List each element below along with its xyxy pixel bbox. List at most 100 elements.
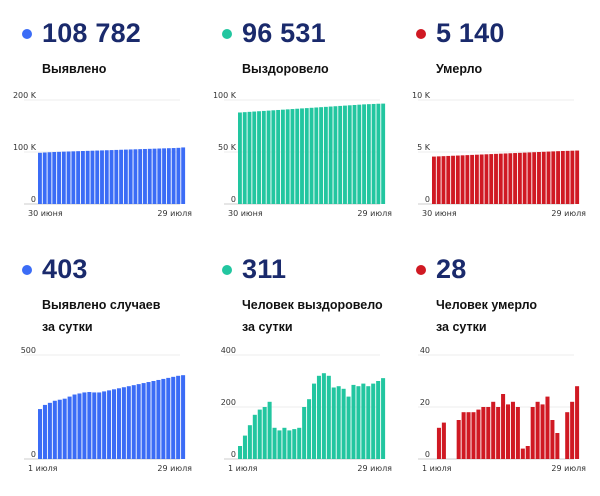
bar — [257, 111, 261, 204]
x-end-label: 29 июля — [357, 464, 392, 473]
panel-deaths-daily: 28 Человек умерло за сутки 0 20 40 1 июля 29 ию… — [404, 254, 600, 479]
bar — [484, 154, 489, 204]
headline-value: 311 — [242, 254, 287, 284]
bar — [352, 104, 357, 204]
bar — [181, 147, 186, 204]
headline: 5 140 — [416, 18, 505, 49]
x-end-label: 29 июля — [357, 209, 392, 218]
legend-dot-icon — [22, 264, 32, 275]
bar — [292, 429, 297, 459]
bar — [143, 148, 147, 204]
bar — [460, 155, 465, 204]
bar — [290, 109, 295, 204]
bar — [157, 148, 162, 204]
y-tick-label: 0 — [425, 450, 430, 459]
bar — [77, 393, 82, 459]
bar — [319, 107, 324, 204]
headline: 96 531 — [222, 18, 326, 49]
bar — [85, 150, 90, 204]
legend-dot-icon — [416, 28, 426, 39]
bar — [262, 407, 267, 459]
bar — [80, 151, 85, 204]
bar — [287, 430, 292, 459]
headline-value: 5 140 — [436, 18, 505, 48]
bar — [38, 409, 43, 459]
headline-value: 28 — [436, 254, 467, 284]
y-tick-label: 200 K — [13, 91, 37, 100]
bar-chart: 0 20 40 1 июля 29 июля — [418, 346, 586, 473]
bar-chart: 0 50 K 100 K 30 июня 29 июля — [213, 91, 392, 218]
bar — [481, 407, 486, 459]
y-tick-label: 0 — [31, 195, 36, 204]
bar — [461, 412, 466, 459]
metric-label: Человек выздоровело за сутки — [242, 294, 383, 338]
bar — [381, 378, 386, 459]
bar — [436, 156, 441, 204]
bar — [347, 105, 352, 204]
bar — [546, 151, 551, 204]
bar — [501, 394, 506, 459]
bar — [141, 383, 146, 459]
bar — [498, 153, 503, 204]
bar — [82, 392, 87, 459]
bar — [102, 391, 107, 459]
legend-dot-icon — [22, 28, 32, 39]
bar — [266, 110, 271, 204]
bar — [371, 103, 376, 204]
y-tick-label: 200 — [221, 398, 236, 407]
y-tick-label: 500 — [21, 346, 36, 355]
metric-label: Человек умерло за сутки — [436, 294, 537, 338]
bar — [271, 110, 276, 204]
bar — [575, 150, 580, 204]
bar — [277, 430, 282, 459]
bar — [302, 407, 307, 459]
bar — [146, 382, 151, 459]
metric-label: Выздоровело — [242, 58, 329, 80]
bar — [479, 154, 484, 204]
y-tick-label: 0 — [425, 195, 430, 204]
y-tick-label: 100 K — [213, 91, 237, 100]
bar — [432, 156, 436, 204]
bar — [575, 386, 580, 459]
bar — [87, 392, 92, 459]
bar — [525, 446, 530, 459]
panel-deaths-total: 5 140 Умерло 0 5 K 10 K 30 июня 29 июля — [404, 18, 600, 224]
bar — [465, 155, 470, 204]
bar — [126, 386, 131, 459]
headline-value: 403 — [42, 254, 88, 284]
bar — [513, 153, 518, 204]
bar — [323, 106, 328, 204]
bar — [76, 151, 81, 204]
bar — [333, 106, 338, 204]
bar — [314, 107, 319, 204]
bar — [466, 412, 471, 459]
bar — [95, 150, 100, 204]
bar — [455, 155, 460, 204]
bar — [537, 152, 541, 204]
bar — [517, 152, 522, 204]
bar — [272, 427, 277, 459]
bar — [114, 149, 119, 204]
bar — [376, 381, 381, 459]
metric-label-line: Человек умерло — [436, 298, 538, 312]
bar — [131, 385, 136, 459]
bar — [116, 388, 121, 459]
bar — [551, 151, 556, 204]
bar — [456, 420, 461, 459]
bar — [535, 401, 540, 459]
panel-detected-daily: 403 Выявлено случаев за сутки 0 500 1 июля 29 … — [10, 254, 206, 479]
bar — [515, 407, 520, 459]
bar — [474, 154, 479, 204]
headline: 28 — [416, 254, 466, 285]
bar — [565, 412, 570, 459]
bar — [436, 427, 441, 459]
bar — [522, 152, 527, 204]
bar — [307, 399, 312, 459]
metric-label-line: Умерло — [436, 62, 483, 76]
bar — [300, 108, 304, 204]
y-tick-label: 400 — [221, 346, 236, 355]
panel-recovered-total: 96 531 Выздоровело 0 50 K 100 K 30 июня 29 июл… — [210, 18, 406, 224]
y-tick-label: 20 — [420, 398, 430, 407]
bar — [52, 400, 57, 459]
y-tick-label: 5 K — [417, 143, 431, 152]
